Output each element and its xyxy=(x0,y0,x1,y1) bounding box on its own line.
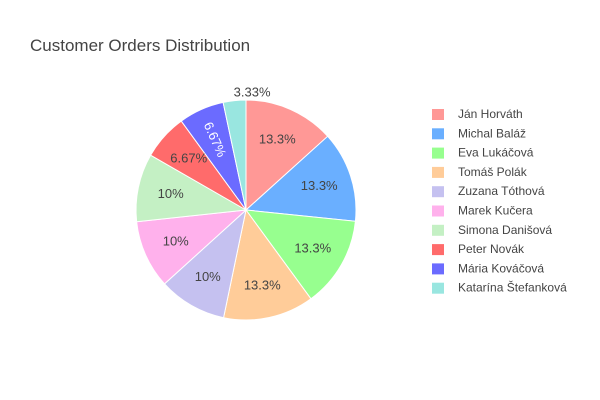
legend-label[interactable]: Mária Kováčová xyxy=(458,261,544,275)
legend-swatch[interactable] xyxy=(432,244,444,256)
legend-label[interactable]: Simona Danišová xyxy=(458,223,552,237)
slice-label: 10% xyxy=(158,186,184,201)
pie-labels: 13.3%13.3%13.3%13.3%10%10%10%6.67%6.67%3… xyxy=(158,85,338,293)
pie-slice[interactable] xyxy=(222,99,247,211)
legend-swatch[interactable] xyxy=(432,282,444,294)
slice-label: 10% xyxy=(195,269,221,284)
legend-swatch[interactable] xyxy=(432,205,444,217)
legend-label[interactable]: Michal Baláž xyxy=(458,126,526,140)
pie-slice[interactable] xyxy=(244,209,356,300)
legend-label[interactable]: Katarína Štefanková xyxy=(458,280,567,295)
legend-label[interactable]: Ján Horváth xyxy=(458,107,523,121)
slice-label: 13.3% xyxy=(301,178,338,193)
slice-label: 13.3% xyxy=(294,240,331,255)
legend-label[interactable]: Zuzana Tóthová xyxy=(458,184,545,198)
legend-label[interactable]: Marek Kučera xyxy=(458,204,533,218)
pie-slice[interactable] xyxy=(244,135,357,222)
slice-label: 13.3% xyxy=(244,277,281,292)
slice-label: 6.67% xyxy=(170,151,207,166)
legend-swatch[interactable] xyxy=(432,263,444,275)
legend-label[interactable]: Tomáš Polák xyxy=(458,165,528,179)
slice-label: 3.33% xyxy=(234,85,271,100)
legend-swatch[interactable] xyxy=(432,186,444,198)
chart-title: Customer Orders Distribution xyxy=(30,36,250,55)
legend-swatch[interactable] xyxy=(432,166,444,178)
legend-swatch[interactable] xyxy=(432,224,444,236)
legend-swatch[interactable] xyxy=(432,109,444,120)
legend: Ján Horváth Michal Baláž Eva Lukáčová Tomáš… xyxy=(432,107,567,295)
pie-slice[interactable] xyxy=(245,99,329,212)
pie-slices xyxy=(135,99,357,321)
legend-label[interactable]: Eva Lukáčová xyxy=(458,146,534,160)
legend-label[interactable]: Peter Novák xyxy=(458,242,525,256)
legend-swatch[interactable] xyxy=(432,147,444,159)
legend-swatch[interactable] xyxy=(432,128,444,140)
pie-slice[interactable] xyxy=(222,208,312,321)
slice-label: 10% xyxy=(163,234,189,249)
slice-label: 13.3% xyxy=(259,132,296,147)
